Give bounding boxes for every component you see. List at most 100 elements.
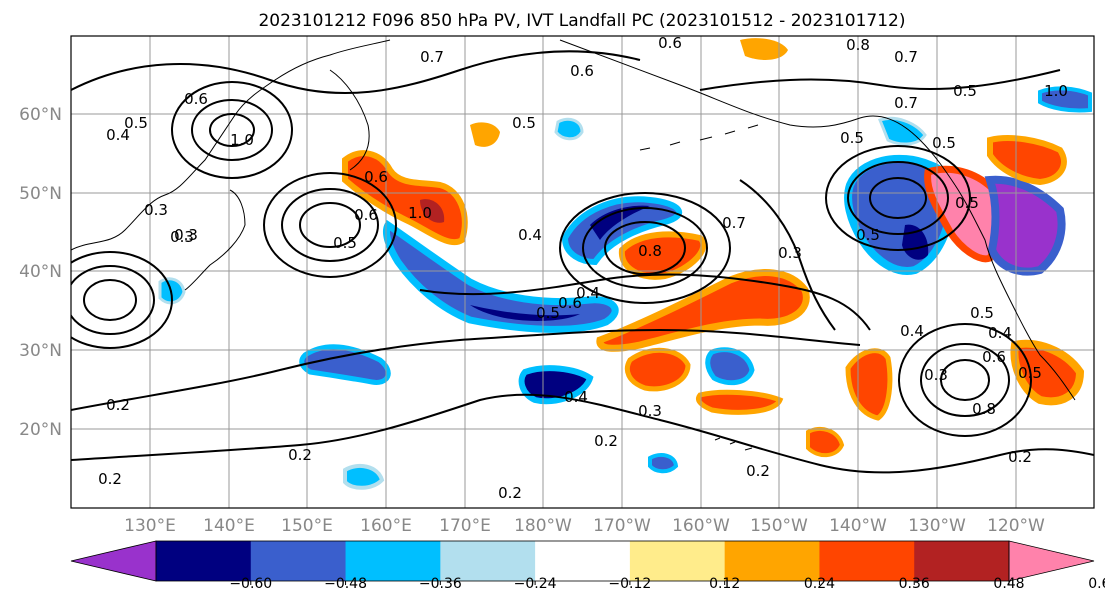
longitude-tick-label: 130°E [124,516,176,536]
negative-anomaly-alaska [878,116,927,146]
positive-anomaly-cyclone [618,231,707,280]
positive-anomaly-north-1 [740,38,788,60]
contour-label: 0.2 [98,470,122,488]
latitude-tick-label: 20°N [19,420,62,440]
contour-label: 0.4 [106,126,130,144]
latitude-axis: 60°N 50°N 40°N 30°N 20°N [19,105,62,440]
colorbar-tick-label: 0.60 [1088,576,1105,592]
longitude-tick-label: 160°E [360,516,412,536]
negative-anomaly-north-1 [554,117,584,141]
japan-coastline [184,189,246,291]
negative-anomaly-west-coast [984,175,1066,276]
hawaii-islands [714,437,753,451]
negative-anomaly-core [470,305,580,321]
positive-anomaly-coast [924,165,1003,263]
longitude-tick-label: 150°W [750,516,808,536]
alaska-coastline [559,39,956,186]
negative-anomaly-japan-1 [158,277,186,305]
colorbar-outline [155,540,1010,582]
aleutian-islands [639,124,759,151]
contour-label: 0.7 [420,48,444,66]
colorbar-segment [629,541,726,581]
colorbar-tick-labels: −0.60 −0.48 −0.36 −0.24 −0.12 0.12 0.24 0.36 0.4… [229,576,1105,592]
contour-label: 0.8 [638,242,662,260]
contour-label: 0.2 [288,446,312,464]
longitude-tick-label: 140°E [203,516,255,536]
contour-label: 0.5 [970,304,994,322]
contour-label: 0.3 [638,402,662,420]
north-america-coastline [954,184,1076,401]
contour-label: 0.5 [124,114,148,132]
contour-label: 1.0 [230,131,254,149]
negative-anomaly-south-4 [648,452,679,474]
coastlines [71,39,1076,451]
contour-label: 0.3 [174,226,198,244]
colorbar-segment [724,541,820,581]
longitude-tick-label: 170°W [593,516,651,536]
contour-label: 0.7 [894,94,918,112]
negative-anomaly-arc-core [590,205,650,240]
contour-label: 0.6 [354,206,378,224]
colorbar-tick-label: 0.12 [709,576,740,592]
longitude-axis: 130°E 140°E 150°E 160°E 170°E 180°W 170°W 160°W… [124,516,1045,536]
latitude-tick-label: 50°N [19,184,62,204]
positive-anomaly-north-2 [470,122,500,147]
negative-anomaly-south-1 [518,365,594,405]
positive-anomaly-south-1 [624,347,691,392]
colorbar-segment [914,541,1010,581]
contour-label: 0.2 [1008,448,1032,466]
colorbar-segment [535,541,631,581]
colorbar-tick-label: −0.24 [514,576,557,592]
longitude-tick-label: 120°W [987,516,1045,536]
contour-label: 0.5 [932,134,956,152]
contour-label: 0.5 [333,234,357,252]
contour-label: 0.5 [856,226,880,244]
contour-label: 0.5 [536,304,560,322]
contour-label: 0.5 [840,129,864,147]
latitude-tick-label: 30°N [19,341,62,361]
colorbar-extend-high [1008,540,1095,582]
contour-label: 0.4 [900,322,924,340]
longitude-tick-label: 150°E [281,516,333,536]
longitude-tick-label: 130°W [908,516,966,536]
colorbar-tick-label: −0.36 [419,576,462,592]
colorbar-tick-label: −0.12 [608,576,651,592]
contour-label: 0.8 [972,400,996,418]
colorbar-tick-label: 0.24 [804,576,835,592]
negative-anomaly-band [382,219,619,333]
colorbar-segment [440,541,536,581]
positive-anomaly-bc [987,135,1067,186]
contour-label: 1.0 [1044,82,1068,100]
map-panel: 0.70.80.70.60.50.61.00.60.50.40.61.00.3 0… [71,34,1094,508]
contour-label: 1.0 [408,204,432,222]
contour-label: 0.6 [184,90,208,108]
longitude-tick-label: 170°E [439,516,491,536]
contour-label: 0.6 [982,348,1006,366]
longitude-tick-label: 180°W [514,516,572,536]
contour-label: 0.6 [570,62,594,80]
pv-contours [71,50,1094,474]
contour-labels: 0.70.80.70.60.50.61.00.60.50.40.61.00.3 0… [98,34,1068,502]
colorbar-tick-label: −0.60 [229,576,272,592]
contour-label: 0.2 [594,432,618,450]
contour-label: 0.5 [953,82,977,100]
contour-label: 0.3 [170,228,194,246]
colorbar-segment [156,541,252,581]
contour-label: 0.3 [778,244,802,262]
contour-label: 0.3 [144,201,168,219]
contour-label: 0.7 [722,214,746,232]
contour-label: 0.3 [924,366,948,384]
contour-label: 0.5 [512,114,536,132]
contour-label: 0.4 [518,226,542,244]
colorbar-segment [819,541,915,581]
colorbar-tick-label: 0.48 [993,576,1024,592]
contour-label: 0.6 [658,34,682,52]
negative-anomaly-south-5 [343,463,385,490]
colorbar-segment [345,541,441,581]
longitude-tick-label: 160°W [672,516,730,536]
map-frame [70,35,1095,509]
colorbar [70,540,1095,582]
colorbar-tick-label: −0.48 [324,576,367,592]
colorbar-tick-label: 0.36 [899,576,930,592]
